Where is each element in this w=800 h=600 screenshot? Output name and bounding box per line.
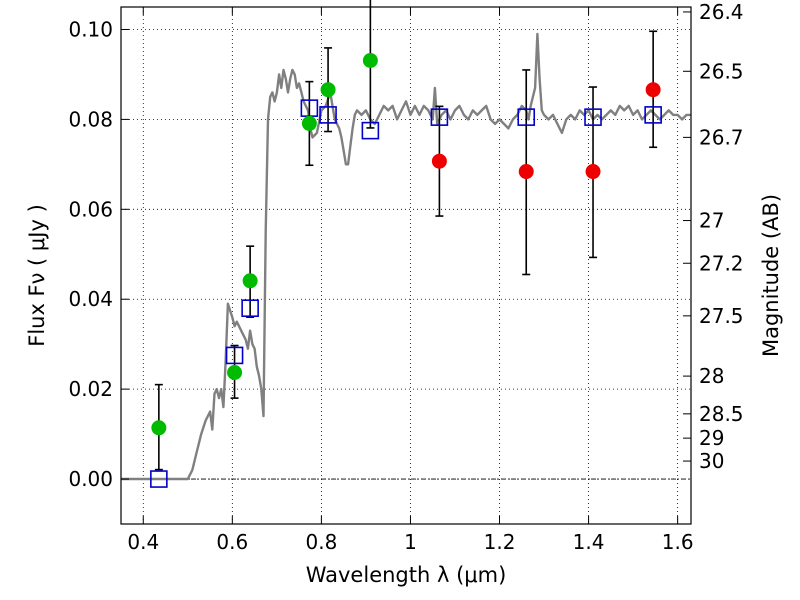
y-tick-label: 0.02 (68, 377, 113, 401)
model-photometry-square (517, 108, 536, 126)
mag-tick-label: 26.4 (699, 0, 744, 24)
x-axis-label: Wavelength λ (μm) (306, 563, 507, 587)
y-tick-label: 0.10 (68, 17, 113, 41)
plot-frame (120, 6, 692, 525)
spectrum-line (121, 32, 691, 481)
model-photometry-square (430, 108, 449, 126)
x-tick-label: 0.6 (216, 530, 248, 554)
y-axis-label: Flux Fν ( μJy ) (25, 204, 49, 347)
grid (121, 7, 691, 524)
y-tick-label: 0.06 (68, 197, 113, 221)
mag-tick-label: 26.5 (699, 59, 744, 83)
x-tick-label: 1.4 (573, 530, 605, 554)
mag-tick-label: 27 (699, 209, 724, 233)
mag-tick-label: 29 (699, 426, 724, 450)
x-tick-label: 0.8 (305, 530, 337, 554)
observed-point-green (362, 52, 378, 68)
observed-point-green (301, 115, 317, 131)
mag-tick-label: 30 (699, 449, 724, 473)
model-photometry-square (225, 346, 244, 365)
observed-point-green (151, 420, 167, 436)
y-tick-label: 0.04 (68, 287, 113, 311)
x-tick-label: 0.4 (127, 530, 159, 554)
x-tick-label: 1.6 (662, 530, 694, 554)
x-tick-label: 1 (404, 530, 417, 554)
error-bars (154, 0, 658, 471)
model-spectrum (121, 32, 691, 481)
mag-tick-label: 27.5 (699, 304, 744, 328)
model-photometry-square (241, 299, 259, 318)
observed-point-red (645, 82, 661, 98)
model-photometry-square (361, 121, 380, 140)
observed-point-green (227, 364, 243, 380)
observed-point-red (585, 164, 601, 180)
mag-tick-label: 28.5 (699, 402, 744, 426)
mag-tick-label: 27.2 (699, 251, 744, 275)
y-tick-label: 0.08 (68, 107, 113, 131)
x-tick-label: 1.2 (484, 530, 516, 554)
model-photometry-square (584, 108, 602, 126)
observed-point-red (431, 153, 447, 169)
observed-point-red (518, 164, 534, 180)
data-points (150, 52, 662, 488)
model-photometry-square (150, 470, 168, 488)
y-axis-label-right: Magnitude (AB) (759, 194, 783, 357)
model-photometry-square (319, 106, 337, 124)
observed-point-green (242, 273, 258, 289)
model-photometry-square (644, 106, 662, 124)
mag-tick-label: 26.7 (699, 125, 744, 149)
y-tick-label: 0.00 (68, 467, 113, 491)
observed-point-green (320, 82, 336, 98)
axis-ticks: 0.4 0.6 0.8 1 1.2 1.4 1.6 0.00 0.02 0.04 0.06 0.08 0… (68, 0, 743, 554)
mag-tick-label: 28 (699, 364, 724, 388)
